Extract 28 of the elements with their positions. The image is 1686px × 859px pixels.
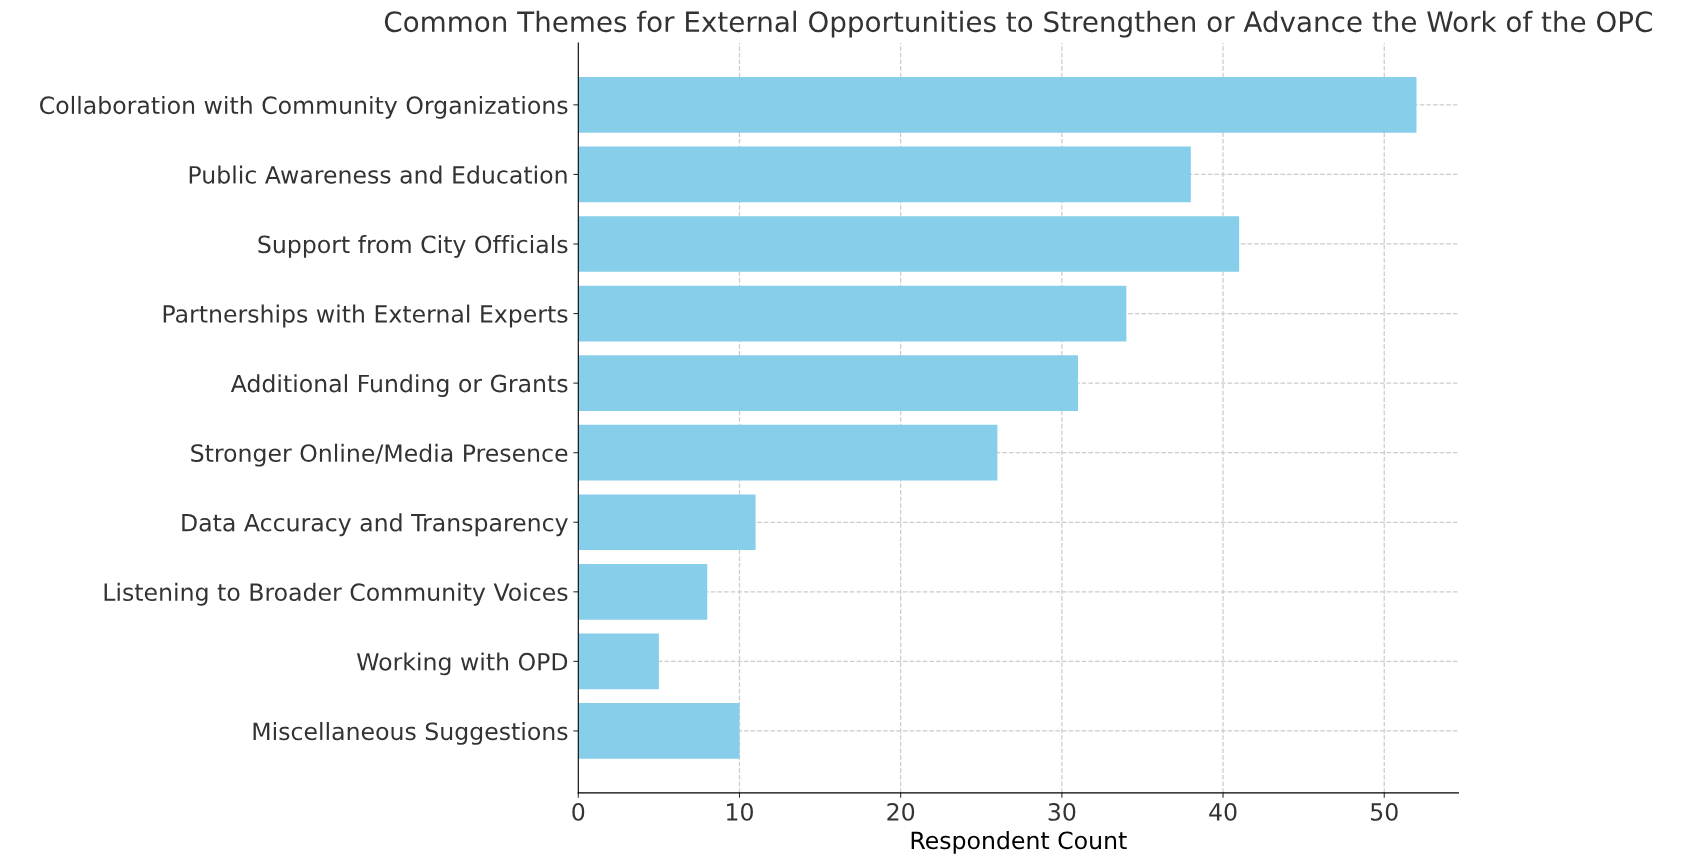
y-tick-label: Partnerships with External Experts: [163, 304, 568, 328]
bar: [578, 633, 659, 690]
bar: [578, 146, 1191, 203]
y-tick-label: Miscellaneous Suggestions: [253, 721, 568, 745]
x-tick-label: 30: [1048, 803, 1076, 821]
y-tick-label: Data Accuracy and Transparency: [182, 513, 568, 537]
y-tick-label: Additional Funding or Grants: [230, 374, 568, 397]
y-tick-label: Public Awareness and Education: [189, 165, 567, 184]
bar: [578, 703, 740, 759]
bar: [578, 494, 756, 551]
bar: [578, 424, 998, 481]
x-tick-label: 40: [1209, 803, 1237, 821]
x-tick-label: 0: [572, 803, 585, 821]
bar: [578, 563, 708, 620]
y-tick-label: Stronger Online/Media Presence: [191, 443, 568, 467]
bar: [578, 285, 1127, 342]
y-tick-label: Collaboration with Community Organizations: [40, 95, 568, 119]
bar: [578, 216, 1240, 272]
y-tick-label: Working with OPD: [356, 652, 568, 676]
y-tick-label: Listening to Broader Community Voices: [104, 582, 568, 606]
bar: [578, 77, 1417, 133]
chart-title: Common Themes for External Opportunities to Strengthen or Advance the Work of the OPC: [384, 10, 1652, 38]
x-tick-label: 20: [887, 803, 915, 821]
x-axis-title: Respondent Count: [911, 830, 1127, 854]
y-tick-label: Support from City Officials: [258, 235, 568, 258]
x-tick-label: 50: [1371, 803, 1398, 821]
bar: [578, 355, 1078, 411]
x-tick-label: 10: [727, 803, 753, 821]
